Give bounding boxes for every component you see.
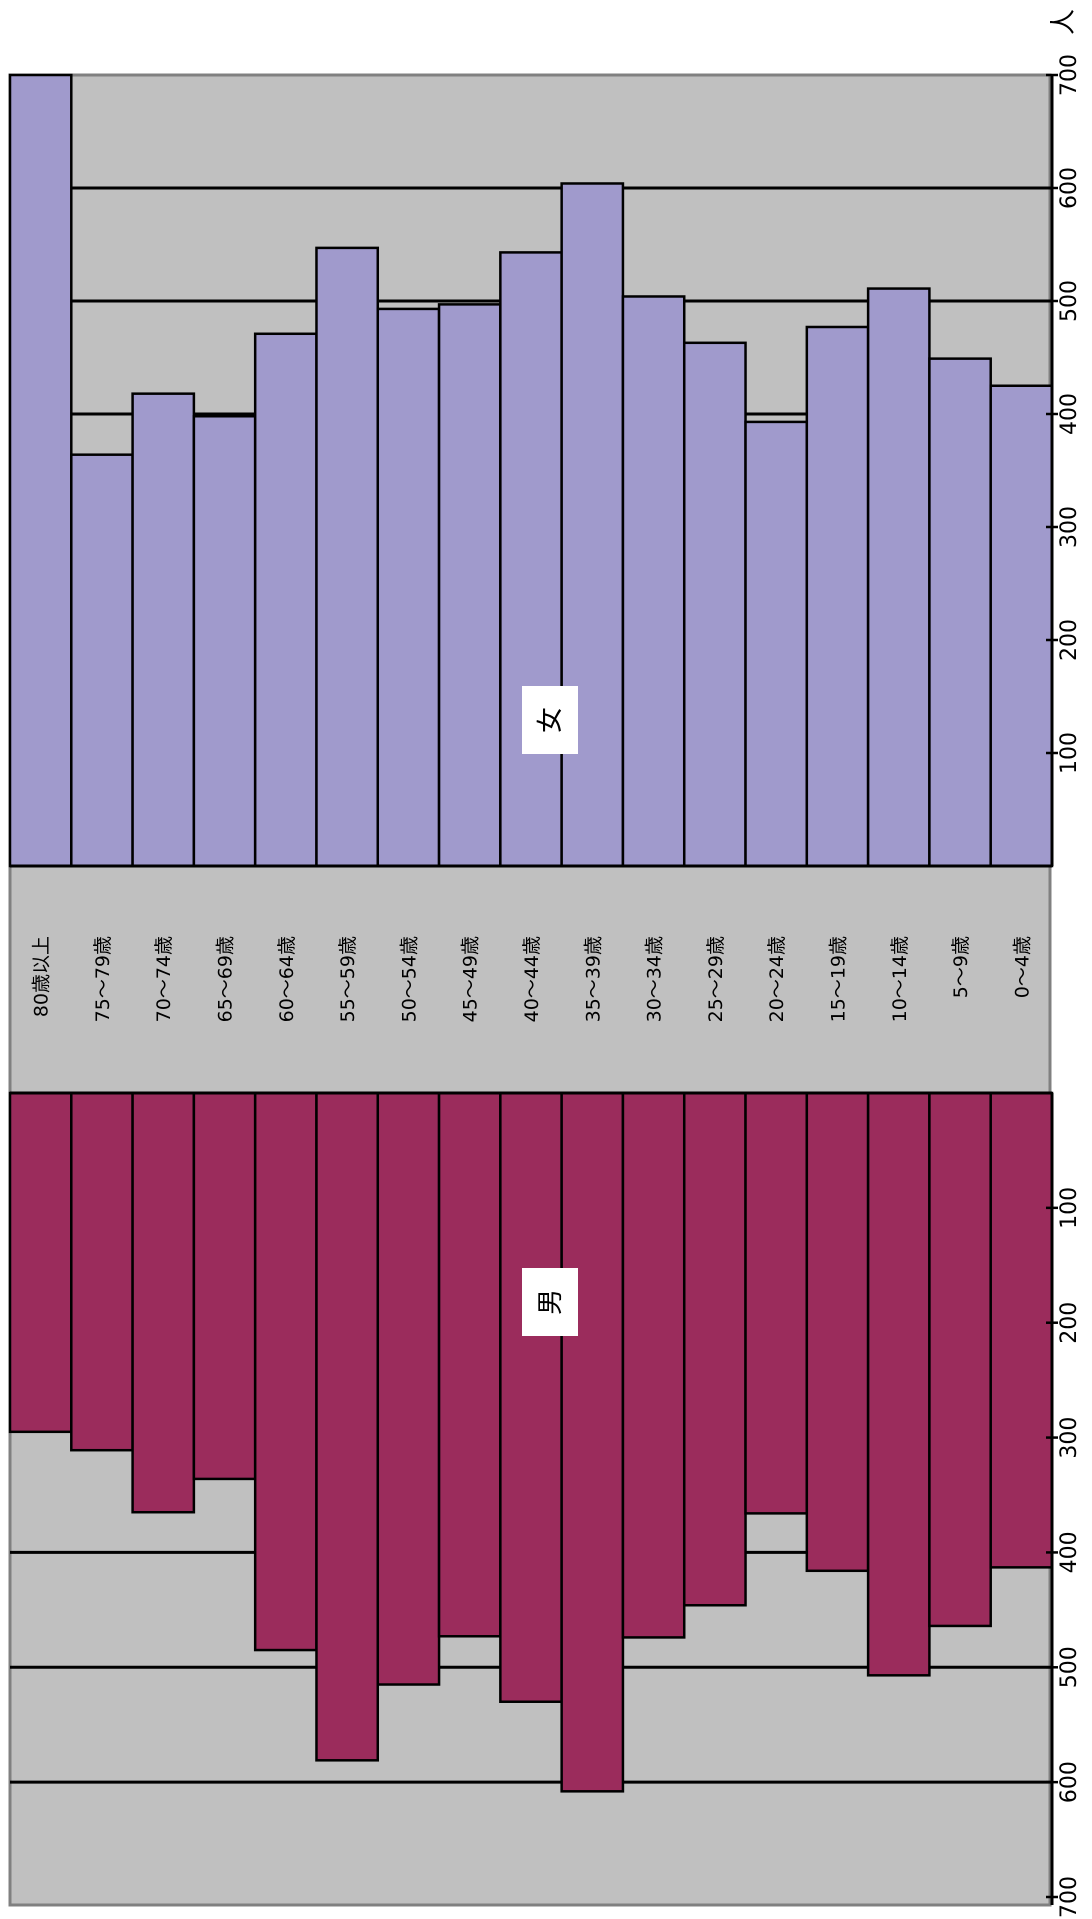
tick-label-male: 200 <box>1057 1302 1082 1344</box>
bar-female <box>682 341 747 868</box>
bar-female <box>376 307 441 868</box>
bar-female <box>744 420 809 868</box>
bar-female <box>192 415 257 868</box>
unit-label: 人 <box>1049 9 1079 35</box>
category-label: 5～9歳 <box>950 936 972 998</box>
bar-male <box>8 1091 73 1434</box>
tick-label-male: 600 <box>1057 1761 1082 1803</box>
category-label: 50～54歳 <box>398 936 420 1022</box>
series-label-box <box>522 1268 578 1336</box>
bar-female <box>866 287 931 868</box>
category-label: 75～79歳 <box>92 936 114 1022</box>
bar-female <box>253 332 318 868</box>
category-label: 20～24歳 <box>766 936 788 1022</box>
tick-label-female: 200 <box>1057 619 1082 661</box>
category-label: 60～64歳 <box>276 936 298 1022</box>
tick-label-female: 700 <box>1057 54 1082 96</box>
bar-male <box>253 1091 318 1652</box>
series-label: 男 <box>536 1289 566 1315</box>
bar-female <box>499 251 563 868</box>
tick-label-male: 400 <box>1057 1531 1082 1573</box>
axis-ticks: 100 200 300 400 500 600 700 100 200 300 400 500 600 7… <box>1046 54 1082 1918</box>
bars <box>8 73 1054 1793</box>
category-label: 70～74歳 <box>153 936 175 1022</box>
tick-label-female: 100 <box>1057 732 1082 774</box>
bar-female <box>8 73 73 868</box>
bar-male <box>437 1091 502 1638</box>
bar-female <box>70 453 134 868</box>
category-label: 0～4歳 <box>1011 936 1033 998</box>
tick-label-female: 300 <box>1057 506 1082 548</box>
bar-male <box>70 1091 134 1452</box>
category-label: 55～59歳 <box>337 936 359 1022</box>
tick-label-male: 700 <box>1057 1876 1082 1918</box>
bar-male <box>682 1091 747 1607</box>
series-labels: 女男 <box>522 686 578 1336</box>
bar-male <box>560 1091 625 1793</box>
bar-male <box>805 1091 870 1573</box>
category-label: 15～19歳 <box>827 936 849 1022</box>
bar-male <box>315 1091 380 1762</box>
bar-male <box>989 1091 1054 1569</box>
series-label-box <box>522 686 578 754</box>
tick-label-female: 600 <box>1057 167 1082 209</box>
category-label: 35～39歳 <box>582 936 604 1022</box>
category-labels: 80歳以上 75～79歳 70～74歳 65～69歳 60～64歳 55～59歳 50～54… <box>31 936 1034 1022</box>
tick-label-male: 300 <box>1057 1417 1082 1459</box>
bar-female <box>437 303 502 868</box>
category-label: 10～14歳 <box>889 936 911 1022</box>
bar-male <box>744 1091 809 1515</box>
category-label: 65～69歳 <box>215 936 237 1022</box>
tick-label-female: 500 <box>1057 280 1082 322</box>
bar-male <box>928 1091 992 1628</box>
tick-label-male: 500 <box>1057 1646 1082 1688</box>
bar-female <box>621 295 686 868</box>
bar-male <box>866 1091 931 1677</box>
bar-female <box>315 246 380 868</box>
category-label: 30～34歳 <box>644 936 666 1022</box>
category-label: 80歳以上 <box>31 936 53 1017</box>
series-label: 女 <box>536 707 566 733</box>
bar-male <box>192 1091 257 1481</box>
bar-female <box>928 357 992 868</box>
category-label: 45～49歳 <box>460 936 482 1022</box>
bar-female <box>560 182 625 868</box>
bar-male <box>131 1091 196 1514</box>
bar-male <box>499 1091 563 1703</box>
tick-label-female: 400 <box>1057 393 1082 435</box>
bar-male <box>376 1091 441 1686</box>
category-label: 40～44歳 <box>521 936 543 1022</box>
bar-female <box>805 325 870 868</box>
category-label: 25～29歳 <box>705 936 727 1022</box>
bar-female <box>131 392 196 868</box>
bar-male <box>621 1091 686 1639</box>
tick-label-male: 100 <box>1057 1187 1082 1229</box>
bar-female <box>989 384 1054 868</box>
